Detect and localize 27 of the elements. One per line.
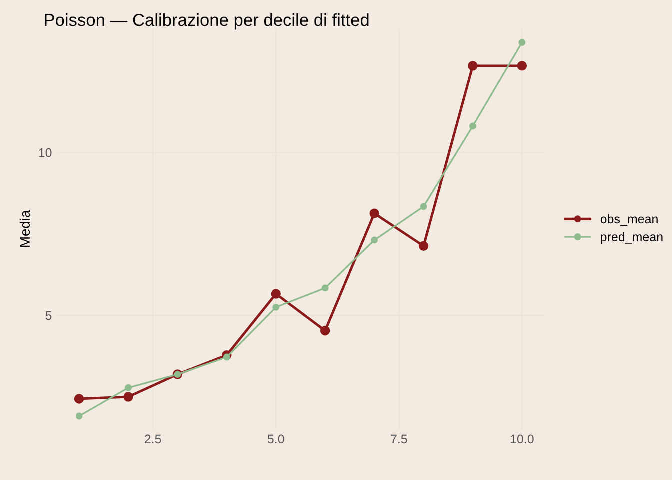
point: [468, 61, 478, 71]
legend-label: obs_mean: [600, 214, 658, 226]
point: [74, 394, 84, 404]
point: [125, 384, 132, 392]
x-tick-label: 2.5: [145, 434, 162, 444]
point: [469, 122, 476, 130]
y-tick-label: 5: [46, 311, 52, 320]
point: [418, 241, 429, 252]
point: [518, 39, 526, 46]
point: [517, 61, 528, 71]
point: [322, 284, 329, 292]
point: [272, 304, 280, 311]
y-axis-title: Media: [20, 210, 30, 247]
x-tick-label: 5.0: [268, 434, 284, 444]
point: [223, 354, 230, 361]
chart-title: Poisson — Calibrazione per decile di fitted: [45, 14, 369, 30]
point: [76, 412, 83, 420]
point: [371, 236, 378, 244]
point: [370, 208, 380, 218]
point: [271, 289, 281, 299]
point: [420, 203, 428, 210]
legend-label: pred_mean: [601, 232, 663, 244]
y-tick-label: 10: [39, 148, 52, 158]
point: [320, 326, 330, 336]
point: [124, 392, 134, 402]
x-tick-label: 10.0: [510, 434, 534, 444]
x-tick-label: 7.5: [391, 434, 408, 444]
